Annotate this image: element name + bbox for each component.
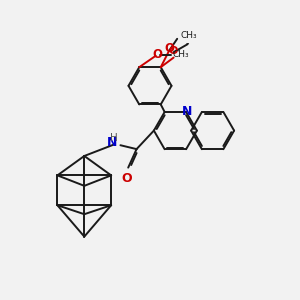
Text: -: - bbox=[186, 38, 189, 48]
Text: N: N bbox=[107, 136, 118, 149]
Text: N: N bbox=[182, 105, 192, 118]
Text: O: O bbox=[153, 48, 163, 61]
Text: CH₃: CH₃ bbox=[173, 50, 189, 59]
Text: O: O bbox=[165, 42, 175, 55]
Text: O: O bbox=[169, 46, 178, 56]
Text: H: H bbox=[110, 134, 118, 143]
Text: CH₃: CH₃ bbox=[180, 31, 197, 40]
Text: O: O bbox=[122, 172, 132, 185]
